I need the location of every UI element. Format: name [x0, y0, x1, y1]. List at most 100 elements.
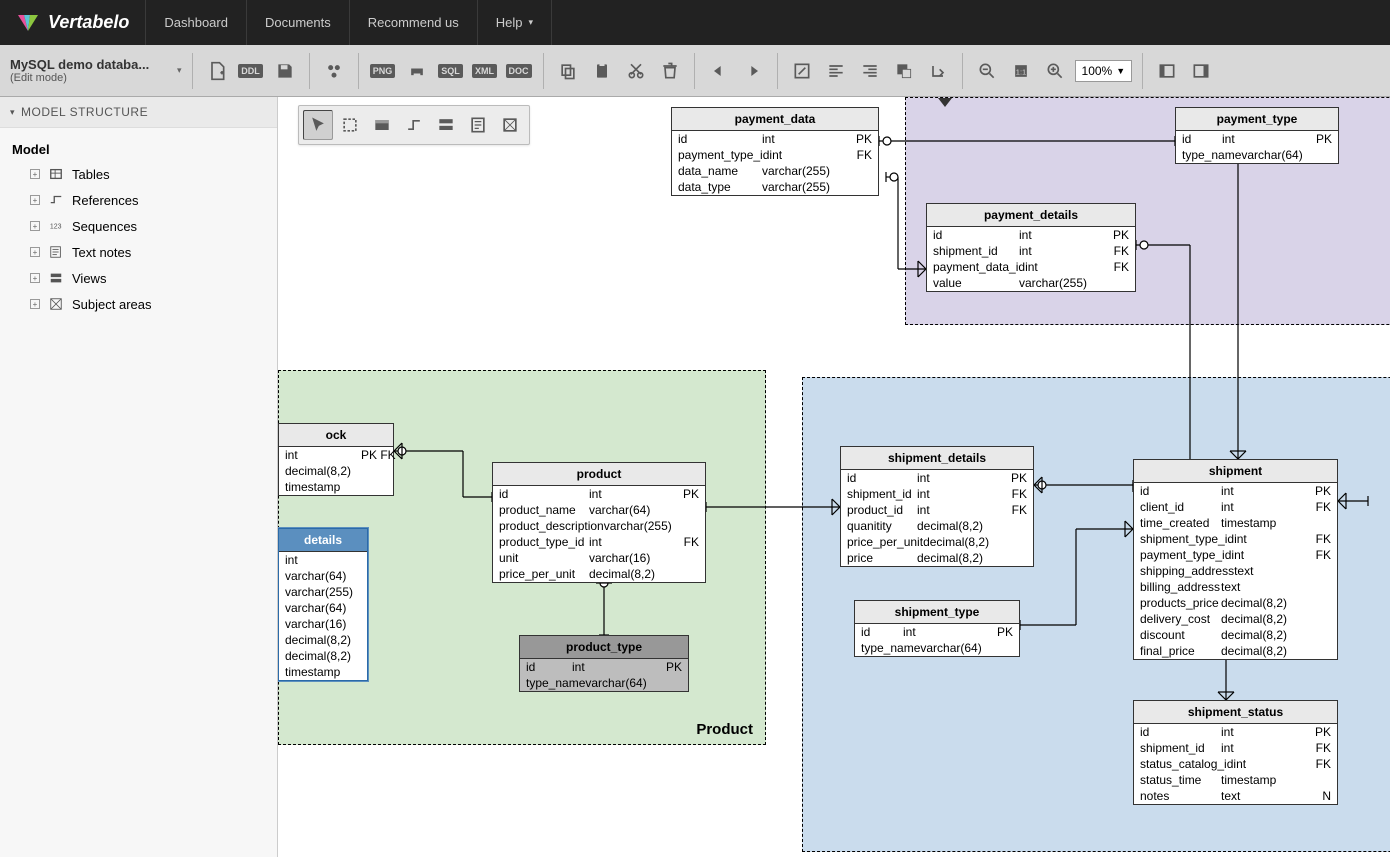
- table-tool[interactable]: [367, 110, 397, 140]
- reference-tool[interactable]: [399, 110, 429, 140]
- table-product_type[interactable]: product_typeidintPKtype_namevarchar(64): [519, 635, 689, 692]
- table-column: timestamp: [279, 479, 393, 495]
- table-header: payment_details: [927, 204, 1135, 227]
- nav-help[interactable]: Help▾: [477, 0, 552, 45]
- svg-text:1:1: 1:1: [1015, 67, 1025, 76]
- export-xml-button[interactable]: XML: [471, 57, 499, 85]
- panel-left-button[interactable]: [1153, 57, 1181, 85]
- file-mode: (Edit mode): [10, 72, 167, 84]
- table-column: payment_data_idintFK: [927, 259, 1135, 275]
- send-back-button[interactable]: [924, 57, 952, 85]
- tree-icon: [48, 244, 64, 260]
- table-header: payment_data: [672, 108, 878, 131]
- zoom-select[interactable]: 100%▼: [1075, 60, 1133, 82]
- expand-icon[interactable]: +: [30, 221, 40, 231]
- export-sql-button[interactable]: SQL: [437, 57, 465, 85]
- export-png-button[interactable]: PNG: [369, 57, 397, 85]
- zoom-out-button[interactable]: [973, 57, 1001, 85]
- tree-item-label: Text notes: [72, 245, 131, 260]
- table-header: shipment_status: [1134, 701, 1337, 724]
- nav-dashboard[interactable]: Dashboard: [145, 0, 246, 45]
- bring-front-button[interactable]: [890, 57, 918, 85]
- table-column: varchar(64): [279, 568, 367, 584]
- expand-icon[interactable]: +: [30, 247, 40, 257]
- table-column: shipment_idintFK: [841, 486, 1033, 502]
- table-shipment[interactable]: shipmentidintPKclient_idintFKtime_create…: [1133, 459, 1338, 660]
- redo-button[interactable]: [739, 57, 767, 85]
- canvas[interactable]: PaymentProduct payment_dataidintPKpaymen…: [278, 97, 1390, 857]
- file-info[interactable]: MySQL demo databa... (Edit mode): [6, 55, 171, 86]
- ddl-button[interactable]: DDL: [237, 57, 265, 85]
- area-tool[interactable]: [495, 110, 525, 140]
- tree-root[interactable]: Model: [12, 138, 265, 161]
- table-column: int: [279, 552, 367, 568]
- table-column: payment_type_idintFK: [672, 147, 878, 163]
- print-button[interactable]: [403, 57, 431, 85]
- table-header: details: [279, 529, 367, 552]
- tree-icon: 123: [48, 218, 64, 234]
- tree-item-subject-areas[interactable]: +Subject areas: [12, 291, 265, 317]
- copy-button[interactable]: [554, 57, 582, 85]
- table-shipment_status[interactable]: shipment_statusidintPKshipment_idintFKst…: [1133, 700, 1338, 805]
- table-column: valuevarchar(255): [927, 275, 1135, 291]
- table-column: idintPK: [1134, 483, 1337, 499]
- expand-icon[interactable]: +: [30, 169, 40, 179]
- table-payment_type[interactable]: payment_typeidintPKtype_namevarchar(64): [1175, 107, 1339, 164]
- tree-item-sequences[interactable]: +123Sequences: [12, 213, 265, 239]
- table-column: idintPK: [927, 227, 1135, 243]
- table-details[interactable]: detailsintvarchar(64)varchar(255)varchar…: [278, 528, 368, 681]
- delete-button[interactable]: [656, 57, 684, 85]
- nav-recommend[interactable]: Recommend us: [349, 0, 477, 45]
- table-column: quanititydecimal(8,2): [841, 518, 1033, 534]
- table-header: product: [493, 463, 705, 486]
- tree-item-label: Tables: [72, 167, 110, 182]
- edit-button[interactable]: [788, 57, 816, 85]
- paste-button[interactable]: [588, 57, 616, 85]
- tree-icon: [48, 192, 64, 208]
- share-button[interactable]: [320, 57, 348, 85]
- file-title: MySQL demo databa...: [10, 57, 167, 72]
- table-column: type_namevarchar(64): [1176, 147, 1338, 163]
- zoom-fit-button[interactable]: 1:1: [1007, 57, 1035, 85]
- table-ock[interactable]: ockintPK FKdecimal(8,2)timestamp: [278, 423, 394, 496]
- export-doc-button[interactable]: DOC: [505, 57, 533, 85]
- note-tool[interactable]: [463, 110, 493, 140]
- table-shipment_details[interactable]: shipment_detailsidintPKshipment_idintFKp…: [840, 446, 1034, 567]
- tree-item-views[interactable]: +Views: [12, 265, 265, 291]
- save-button[interactable]: [271, 57, 299, 85]
- new-file-button[interactable]: [203, 57, 231, 85]
- expand-icon[interactable]: +: [30, 299, 40, 309]
- view-tool[interactable]: [431, 110, 461, 140]
- tree-item-text-notes[interactable]: + Text notes: [12, 239, 265, 265]
- tree-item-references[interactable]: +References: [12, 187, 265, 213]
- table-product[interactable]: productidintPKproduct_namevarchar(64)pro…: [492, 462, 706, 583]
- table-column: varchar(16): [279, 616, 367, 632]
- table-payment_details[interactable]: payment_detailsidintPKshipment_idintFKpa…: [926, 203, 1136, 292]
- table-column: idintPK: [520, 659, 688, 675]
- select-tool[interactable]: [303, 110, 333, 140]
- tree-item-tables[interactable]: + Tables: [12, 161, 265, 187]
- table-column: intPK FK: [279, 447, 393, 463]
- toolbar: MySQL demo databa... (Edit mode) ▾ DDL P…: [0, 45, 1390, 97]
- cut-button[interactable]: [622, 57, 650, 85]
- align-right-button[interactable]: [856, 57, 884, 85]
- expand-icon[interactable]: +: [30, 273, 40, 283]
- table-column: product_type_idintFK: [493, 534, 705, 550]
- align-left-button[interactable]: [822, 57, 850, 85]
- area-label: Product: [696, 721, 753, 738]
- table-payment_data[interactable]: payment_dataidintPKpayment_type_idintFKd…: [671, 107, 879, 196]
- table-header: shipment: [1134, 460, 1337, 483]
- table-shipment_type[interactable]: shipment_typeidintPKtype_namevarchar(64): [854, 600, 1020, 657]
- expand-icon[interactable]: +: [30, 195, 40, 205]
- table-header: ock: [279, 424, 393, 447]
- nav-documents[interactable]: Documents: [246, 0, 349, 45]
- logo[interactable]: Vertabelo: [0, 11, 145, 35]
- table-column: price_per_unitdecimal(8,2): [841, 534, 1033, 550]
- tree-icon: [48, 296, 64, 312]
- panel-right-button[interactable]: [1187, 57, 1215, 85]
- undo-button[interactable]: [705, 57, 733, 85]
- zoom-in-button[interactable]: [1041, 57, 1069, 85]
- table-column: idintPK: [1134, 724, 1337, 740]
- tree: Model +Tables+References+123Sequences+Te…: [0, 128, 277, 327]
- marquee-tool[interactable]: [335, 110, 365, 140]
